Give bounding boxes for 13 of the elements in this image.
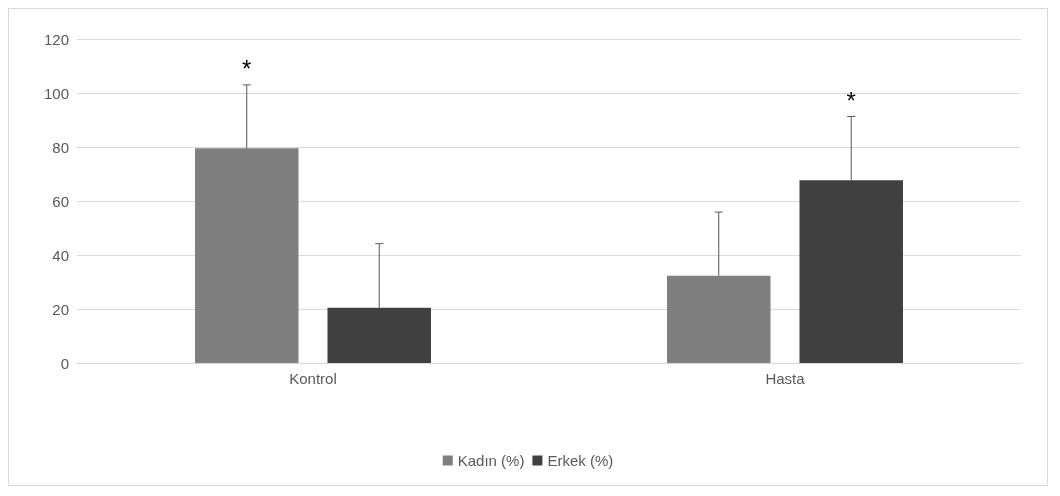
y-tick-label: 120 xyxy=(43,30,69,48)
annotation: * xyxy=(242,55,252,83)
y-tick-label: 40 xyxy=(52,246,69,264)
y-tick-label: 60 xyxy=(52,192,69,210)
y-tick-label: 20 xyxy=(52,300,69,318)
x-tick-label: Hasta xyxy=(765,370,806,387)
y-tick-label: 100 xyxy=(43,84,69,102)
y-tick-label: 0 xyxy=(60,354,69,372)
x-tick-label: Kontrol xyxy=(289,370,337,387)
legend-label: Kadın (%) xyxy=(457,452,525,469)
y-tick-label: 80 xyxy=(52,138,69,156)
annotation: * xyxy=(846,86,856,114)
legend-label: Erkek (%) xyxy=(547,452,614,469)
